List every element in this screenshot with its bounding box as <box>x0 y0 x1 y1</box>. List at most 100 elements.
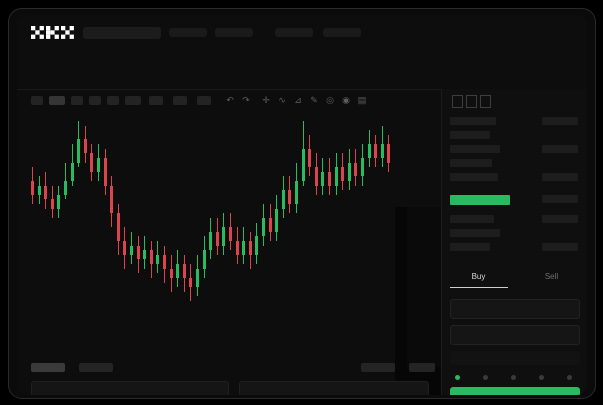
bid-amount <box>542 215 578 223</box>
ask-row[interactable] <box>450 117 496 125</box>
candle-body <box>44 185 48 200</box>
toolbar-interval-5[interactable] <box>107 96 119 105</box>
bottom-tab-4[interactable] <box>409 363 435 372</box>
last-price-amount <box>542 195 578 203</box>
candle-body <box>136 245 140 260</box>
candle <box>156 241 160 274</box>
candle <box>374 134 378 168</box>
candle-body <box>314 167 318 186</box>
ruler-icon[interactable]: ⊿ <box>294 95 302 105</box>
ask-amount <box>542 173 578 181</box>
bid-row[interactable] <box>450 243 490 251</box>
toolbar-interval-1[interactable] <box>31 96 43 105</box>
ask-row[interactable] <box>450 131 490 139</box>
last-price-highlight <box>450 195 510 205</box>
candle <box>361 144 364 186</box>
pagination-dot-3[interactable] <box>511 375 516 380</box>
bid-row[interactable] <box>450 229 500 237</box>
candle <box>77 121 81 168</box>
candle-body <box>215 231 219 246</box>
toolbar-interval-2[interactable] <box>49 96 65 105</box>
toolbar-interval-6[interactable] <box>125 96 141 105</box>
candle <box>268 204 272 241</box>
book-bids-icon[interactable] <box>466 95 477 108</box>
price-input[interactable] <box>450 299 580 319</box>
candle <box>262 204 265 246</box>
candle <box>321 157 325 195</box>
candle-body <box>321 171 325 186</box>
candle <box>90 144 94 181</box>
nav-item-3[interactable] <box>275 28 313 37</box>
candle-body <box>229 227 232 241</box>
bottom-card-2[interactable] <box>239 381 429 395</box>
candle-body <box>354 162 358 177</box>
candle-body <box>57 194 61 209</box>
pagination-dot-1[interactable] <box>455 375 460 380</box>
candle <box>196 254 199 297</box>
candle <box>367 130 371 168</box>
amount-input[interactable] <box>450 325 580 345</box>
pagination-dot-2[interactable] <box>483 375 488 380</box>
search-input[interactable] <box>83 27 161 39</box>
ask-row[interactable] <box>450 173 498 181</box>
pagination-dots <box>447 373 587 383</box>
nav-item-4[interactable] <box>323 28 361 37</box>
eye-icon[interactable]: ◉ <box>342 95 350 105</box>
candle-body <box>156 254 160 265</box>
toolbar-interval-4[interactable] <box>89 96 101 105</box>
candle-body <box>196 268 199 288</box>
ask-row[interactable] <box>450 159 492 167</box>
toolbar-interval-8[interactable] <box>173 96 187 105</box>
candle-body <box>288 190 292 205</box>
toolbar-interval-7[interactable] <box>149 96 163 105</box>
candle-body <box>149 250 153 265</box>
candle <box>281 176 285 218</box>
tab-sell[interactable]: Sell <box>544 272 559 281</box>
book-asks-icon[interactable] <box>480 95 491 108</box>
tab-buy[interactable]: Buy <box>471 272 486 281</box>
candle <box>182 254 186 292</box>
pagination-dot-4[interactable] <box>539 375 544 380</box>
ask-row[interactable] <box>450 145 500 153</box>
redo-icon[interactable]: ↷ <box>242 95 250 105</box>
nav-item-1[interactable] <box>169 28 207 37</box>
candle-body <box>387 144 391 163</box>
bottom-tab-1[interactable] <box>31 363 65 372</box>
nav-item-2[interactable] <box>215 28 253 37</box>
bottom-tab-2[interactable] <box>79 363 113 372</box>
candle-body <box>110 185 114 214</box>
candle <box>301 121 305 186</box>
okx-logo-icon[interactable] <box>31 26 75 40</box>
tab-underline <box>450 287 508 288</box>
toolbar-interval-9[interactable] <box>197 96 211 105</box>
bottom-tab-3[interactable] <box>361 363 395 372</box>
candle <box>50 185 54 218</box>
candle <box>169 254 173 292</box>
candle <box>64 162 67 200</box>
trendline-icon[interactable]: ∿ <box>278 95 286 105</box>
candle-body <box>347 162 351 181</box>
candle <box>341 153 345 191</box>
book-both-icon[interactable] <box>452 95 463 108</box>
candle <box>229 213 232 251</box>
toolbar-interval-3[interactable] <box>71 96 83 105</box>
crosshair-icon[interactable]: ✛ <box>262 95 270 105</box>
candle-body <box>64 180 67 195</box>
trash-icon[interactable]: ▤ <box>357 95 367 105</box>
bottom-card-1[interactable] <box>31 381 229 395</box>
pagination-dot-5[interactable] <box>567 375 572 380</box>
undo-icon[interactable]: ↶ <box>226 95 234 105</box>
market-header-bar: Spot Trading <box>17 49 587 113</box>
magnet-icon[interactable]: ◎ <box>326 95 334 105</box>
candle-body <box>143 250 147 260</box>
candle-body <box>182 264 186 278</box>
bid-row[interactable] <box>450 215 494 223</box>
candle-body <box>116 213 120 241</box>
candle-body <box>130 245 133 255</box>
place-buy-order-button[interactable] <box>450 387 580 395</box>
candle-body <box>301 148 305 181</box>
candle <box>110 176 114 228</box>
brush-icon[interactable]: ✎ <box>310 95 318 105</box>
candlestick-chart[interactable] <box>17 111 443 395</box>
